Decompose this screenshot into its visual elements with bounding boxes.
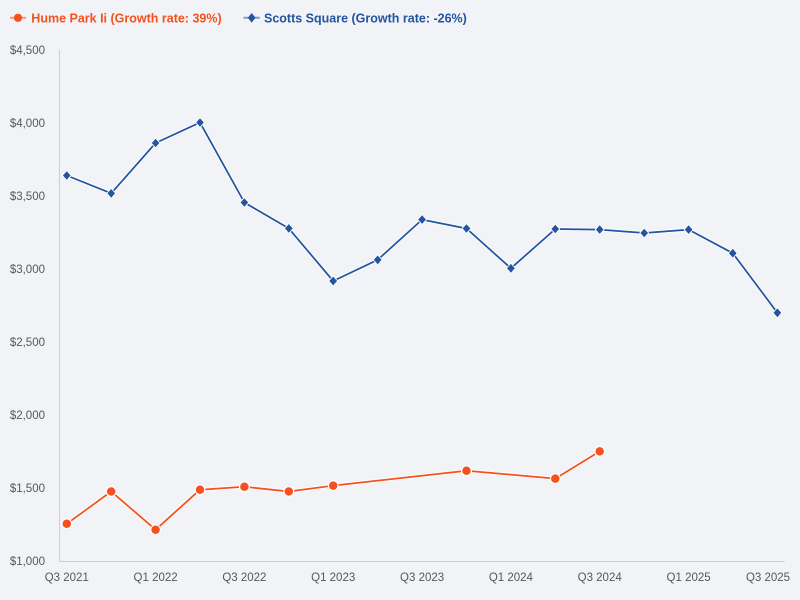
svg-text:Q3 2022: Q3 2022	[222, 572, 266, 584]
svg-text:$1,500: $1,500	[10, 483, 45, 495]
svg-text:Q1 2023: Q1 2023	[311, 572, 355, 584]
svg-text:Q1 2022: Q1 2022	[134, 572, 178, 584]
svg-text:Q3 2021: Q3 2021	[45, 572, 89, 584]
svg-text:Q3 2024: Q3 2024	[578, 572, 623, 584]
svg-text:$3,000: $3,000	[10, 264, 45, 276]
svg-text:$4,500: $4,500	[10, 45, 45, 57]
svg-text:$1,000: $1,000	[10, 556, 45, 568]
svg-text:Scotts Square (Growth rate: -2: Scotts Square (Growth rate: -26%)	[264, 11, 467, 25]
svg-text:Q1 2025: Q1 2025	[667, 572, 711, 584]
svg-text:$2,500: $2,500	[10, 337, 45, 349]
svg-text:Q1 2024: Q1 2024	[489, 572, 534, 584]
svg-text:Q3 2023: Q3 2023	[400, 572, 444, 584]
svg-text:Hume Park Ii (Growth rate: 39%: Hume Park Ii (Growth rate: 39%)	[31, 11, 221, 25]
svg-text:$4,000: $4,000	[10, 118, 45, 130]
svg-text:$3,500: $3,500	[10, 191, 45, 203]
svg-text:$2,000: $2,000	[10, 410, 45, 422]
svg-text:Q3 2025: Q3 2025	[746, 572, 790, 584]
